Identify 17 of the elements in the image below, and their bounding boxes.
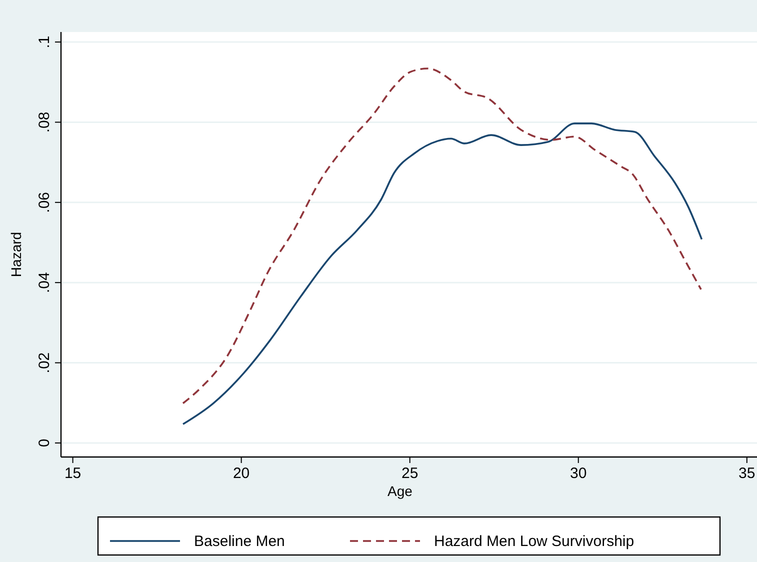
legend-label: Baseline Men — [194, 533, 285, 550]
y-tick-label: .08 — [36, 112, 53, 133]
y-tick-label: 0 — [36, 438, 53, 448]
y-tick-label: .04 — [36, 272, 53, 294]
y-tick-label: .06 — [36, 192, 53, 213]
x-tick-label: 25 — [402, 465, 418, 482]
x-tick-label: 30 — [570, 465, 587, 482]
y-tick-label: .1 — [36, 36, 53, 48]
y-axis-title: Hazard — [8, 232, 24, 278]
x-tick-label: 20 — [232, 465, 250, 482]
x-tick-label: 35 — [738, 465, 756, 482]
x-axis-title: Age — [388, 483, 413, 499]
legend-label: Hazard Men Low Survivorship — [434, 533, 634, 550]
line-series — [182, 68, 702, 404]
y-tick-label: .02 — [36, 352, 53, 374]
x-tick-label: 15 — [64, 465, 82, 482]
line-series — [182, 122, 703, 426]
